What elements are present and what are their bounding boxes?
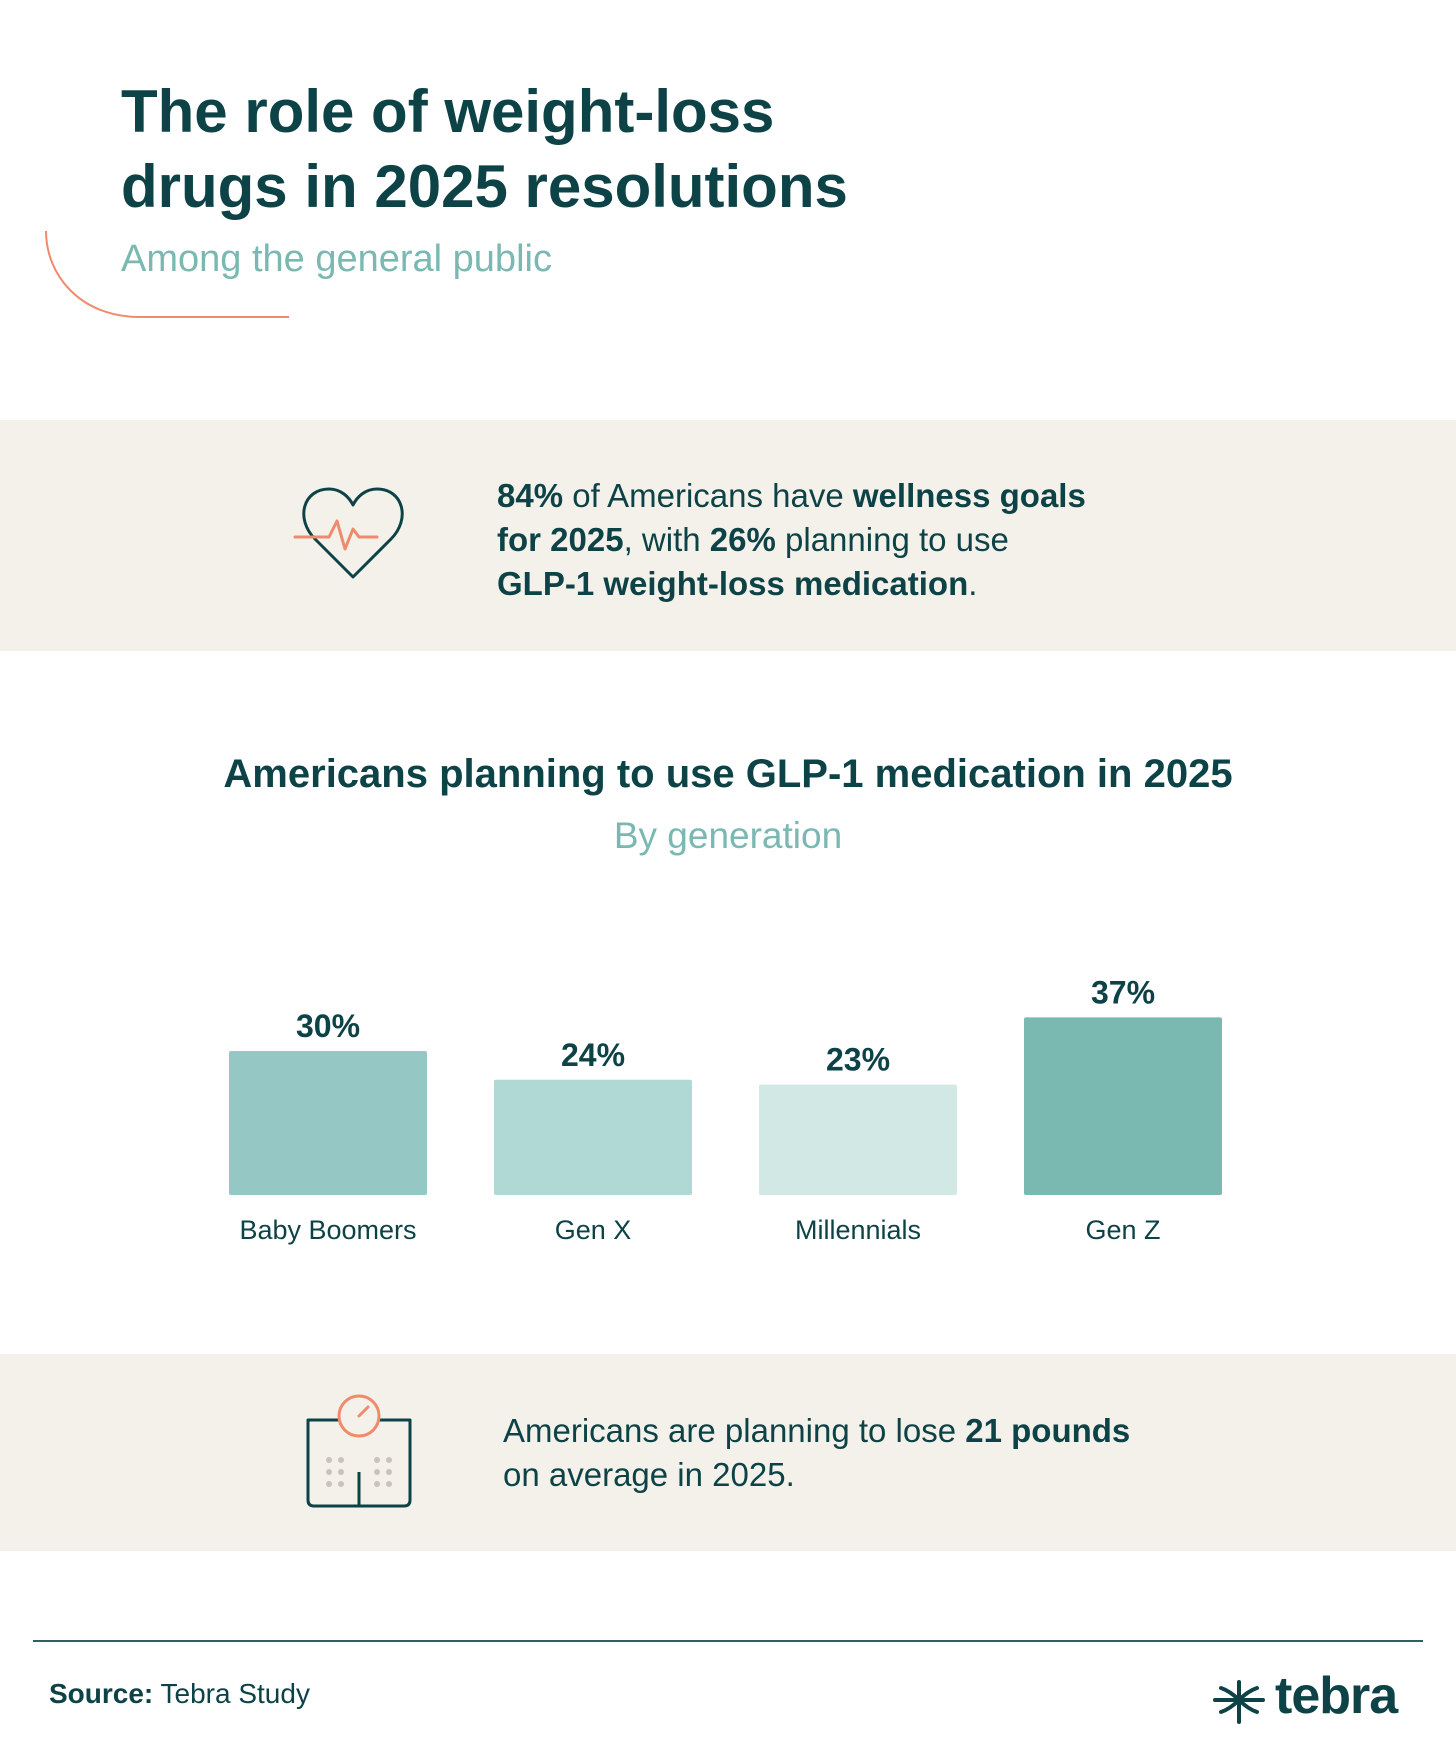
stat-text-part: of Americans have bbox=[563, 477, 853, 514]
decorative-arc bbox=[45, 230, 289, 318]
bar-value-label: 37% bbox=[1091, 974, 1155, 1010]
stat-value-26: 26% bbox=[709, 521, 776, 558]
brand-name: tebra bbox=[1275, 1667, 1398, 1725]
bar-baby-boomers bbox=[229, 1051, 427, 1195]
wellness-stat-text: 84% of Americans have wellness goals for… bbox=[497, 474, 1197, 606]
heart-pulse-icon bbox=[293, 487, 404, 579]
source-label: Source: bbox=[49, 1678, 154, 1709]
stat-emphasis-wellness: wellness goals bbox=[852, 477, 1086, 514]
title-line-1: The role of weight-loss bbox=[121, 78, 775, 145]
bar-millennials bbox=[759, 1084, 957, 1195]
bar-gen-x bbox=[494, 1079, 692, 1195]
pounds-stat-text: Americans are planning to lose 21 pounds… bbox=[503, 1409, 1263, 1497]
stat-value-84: 84% bbox=[497, 477, 564, 514]
stat-text-part: . bbox=[968, 565, 978, 602]
bar-gen-z bbox=[1024, 1017, 1222, 1195]
scale-icon bbox=[306, 1394, 412, 1508]
stat-band-wellness bbox=[0, 420, 1456, 651]
stat-text-part: , with bbox=[623, 521, 710, 558]
page-subtitle: Among the general public bbox=[121, 238, 552, 280]
stat-band-pounds bbox=[0, 1354, 1456, 1551]
category-label: Baby Boomers bbox=[239, 1215, 416, 1245]
bar-value-label: 23% bbox=[826, 1042, 890, 1078]
tebra-logo: tebra bbox=[1213, 1667, 1413, 1728]
bar-value-label: 24% bbox=[561, 1037, 625, 1073]
bar-chart: 30% Baby Boomers 24% Gen X 23% Millennials 37%… bbox=[229, 974, 1222, 1245]
chart-subtitle: By generation bbox=[613, 815, 843, 856]
stat-emphasis-glp1: GLP-1 weight-loss medication bbox=[497, 565, 969, 602]
source-text: Tebra Study bbox=[153, 1678, 310, 1709]
page-title: The role of weight-loss drugs in 2025 re… bbox=[121, 74, 1021, 224]
stat-text-part: on average in 2025. bbox=[503, 1456, 795, 1493]
category-label: Gen X bbox=[555, 1215, 632, 1245]
category-label: Gen Z bbox=[1085, 1215, 1160, 1245]
bar-value-label: 30% bbox=[296, 1008, 360, 1044]
title-line-2: drugs in 2025 resolutions bbox=[121, 153, 848, 220]
source-note: Source: Tebra Study bbox=[49, 1678, 310, 1710]
chart-title: Americans planning to use GLP-1 medicati… bbox=[223, 752, 1233, 796]
stat-value-21-pounds: 21 pounds bbox=[965, 1412, 1131, 1449]
stat-text-part: planning to use bbox=[775, 521, 1009, 558]
stat-text-part: Americans are planning to lose bbox=[503, 1412, 966, 1449]
stat-emphasis-2025: for 2025 bbox=[497, 521, 624, 558]
category-label: Millennials bbox=[795, 1215, 921, 1245]
tebra-logo-mark-icon bbox=[1213, 1680, 1265, 1724]
footer-divider bbox=[33, 1640, 1423, 1642]
